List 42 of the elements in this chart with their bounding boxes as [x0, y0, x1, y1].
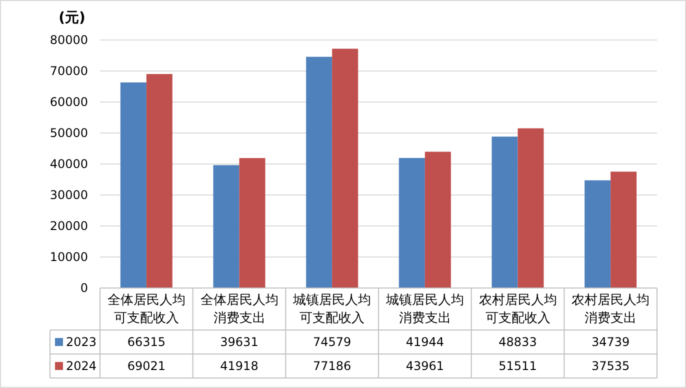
bar: [584, 180, 611, 288]
y-tick-label: 50000: [50, 126, 88, 140]
y-axis-title: (元): [58, 10, 86, 26]
y-tick-label: 20000: [50, 218, 88, 233]
bar: [146, 74, 172, 288]
bar: [492, 136, 518, 288]
y-tick-label: 0: [80, 280, 88, 295]
x-tick-label: 全体居民人均可支配收入: [107, 293, 186, 326]
x-tick-label: 农村居民人均消费支出: [572, 293, 650, 326]
data-label: 43961: [406, 359, 444, 373]
y-tick-label: 70000: [50, 64, 88, 78]
data-label: 41918: [220, 359, 258, 373]
bar: [332, 48, 358, 288]
data-label: 74579: [312, 335, 352, 349]
data-label: 66315: [127, 335, 166, 349]
data-label: 34739: [591, 335, 630, 349]
x-tick-label: 城镇居民人均消费支出: [384, 293, 464, 326]
y-tick-label: 40000: [50, 156, 88, 171]
data-label: 77186: [312, 359, 352, 373]
bar: [239, 158, 266, 288]
bar: [610, 172, 637, 288]
data-label: 48833: [498, 335, 537, 349]
y-tick-label: 60000: [50, 94, 88, 109]
y-tick-label: 80000: [50, 32, 88, 47]
bar: [398, 158, 425, 288]
bar: [518, 128, 544, 288]
y-tick-label: 30000: [50, 188, 88, 202]
data-label: 69021: [127, 359, 166, 373]
bar: [424, 152, 451, 288]
x-tick-label: 全体居民人均消费支出: [200, 293, 278, 326]
bar: [120, 82, 146, 288]
y-tick-label: 10000: [50, 250, 88, 264]
x-tick-label: 城镇居民人均可支配收入: [292, 293, 372, 326]
legend-label: 2023: [66, 335, 97, 349]
bar: [213, 165, 240, 288]
data-label: 37535: [591, 359, 630, 373]
data-label: 39631: [220, 335, 258, 349]
legend-label: 2024: [66, 359, 97, 373]
x-tick-label: 农村居民人均可支配收入: [478, 293, 557, 326]
data-label: 41944: [406, 335, 444, 349]
data-label: 51511: [498, 359, 537, 373]
bar: [306, 56, 332, 288]
